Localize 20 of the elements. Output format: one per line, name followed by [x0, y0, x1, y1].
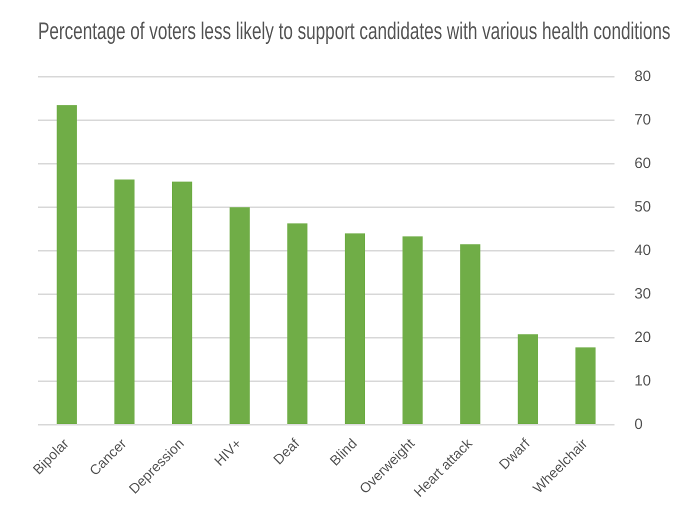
y-tick-label: 30 — [634, 285, 652, 302]
y-tick-label: 0 — [634, 416, 643, 433]
chart-title: Percentage of voters less likely to support candidates with various health conditions — [38, 18, 670, 45]
y-tick-label: 50 — [634, 198, 652, 216]
bar — [518, 334, 538, 424]
y-tick-label: 10 — [634, 372, 652, 390]
bar — [114, 179, 135, 424]
y-tick-label: 20 — [634, 328, 652, 346]
bar — [230, 207, 250, 424]
bar — [575, 347, 596, 424]
y-tick-label: 60 — [634, 154, 652, 172]
y-tick-label: 70 — [634, 111, 652, 128]
y-tick-label: 40 — [634, 242, 652, 259]
bar — [56, 105, 77, 424]
bar — [460, 244, 480, 424]
bar — [344, 233, 366, 424]
bar — [402, 236, 423, 424]
bar — [287, 223, 308, 424]
y-tick-label: 80 — [634, 68, 652, 85]
bar — [172, 182, 192, 424]
